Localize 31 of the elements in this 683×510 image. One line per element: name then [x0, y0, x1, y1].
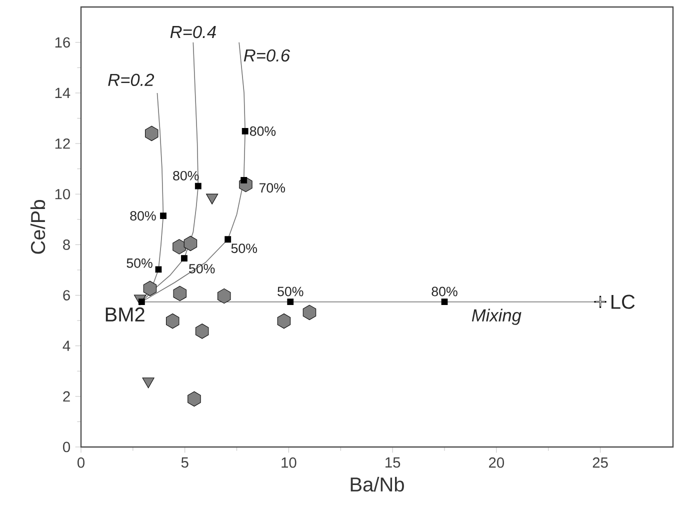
x-tick-label: 20	[489, 457, 504, 468]
annotation: 50%	[278, 286, 304, 296]
annotation: R=0.4	[170, 26, 216, 38]
annotation: 50%	[231, 244, 258, 254]
annotation: LC	[612, 294, 635, 309]
annotation: 80%	[432, 286, 458, 296]
y-tick-label: 14	[55, 88, 70, 98]
annotation: R=0.2	[108, 74, 154, 86]
annotation: 70%	[259, 183, 286, 193]
y-axis-title: Ce/Pb	[30, 200, 46, 254]
x-tick-label: 0	[77, 457, 84, 468]
y-tick-label: 8	[63, 240, 70, 250]
annotation: Mixing	[472, 308, 522, 325]
y-tick-label: 0	[63, 442, 70, 452]
y-tick-label: 6	[63, 290, 70, 300]
annotation: R=0.6	[244, 49, 290, 62]
annotation: 80%	[130, 211, 156, 221]
annotation: BM2	[106, 307, 144, 322]
annotation: 50%	[126, 258, 152, 268]
y-tick-label: 10	[55, 188, 70, 200]
annotation: 80%	[250, 126, 276, 136]
x-tick-label: 25	[592, 457, 608, 468]
x-tick-label: 10	[282, 457, 296, 468]
x-tick-label: 15	[386, 457, 400, 468]
y-tick-label: 12	[55, 138, 70, 149]
y-tick-label: 16	[55, 37, 70, 48]
x-axis-title: Ba/Nb	[350, 476, 404, 492]
y-tick-label: 4	[62, 340, 70, 351]
x-tick-label: 5	[181, 457, 188, 468]
y-tick-label: 2	[63, 391, 70, 402]
annotation: 80%	[173, 170, 199, 180]
